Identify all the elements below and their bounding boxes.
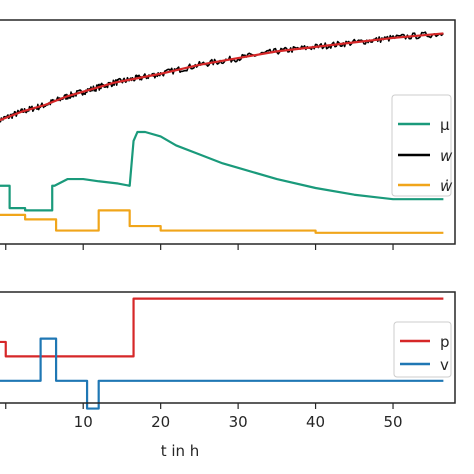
x-axis-label: t in h — [161, 442, 200, 460]
x-tick-label: 30 — [229, 413, 248, 431]
bottom-legend: p v — [393, 321, 452, 378]
legend-label-wdot: ẇ — [440, 177, 453, 195]
top-axes-frame — [0, 19, 456, 245]
series-line-bottom-0 — [0, 297, 444, 358]
x-tick-label: 10 — [74, 413, 93, 431]
legend-label-w: w — [440, 147, 453, 165]
x-tick-label: 20 — [151, 413, 170, 431]
top-legend-box — [391, 94, 452, 197]
x-tick-label: 50 — [383, 413, 402, 431]
series-line-top-2 — [0, 32, 444, 122]
bottom-series-group — [0, 297, 444, 410]
series-line-bottom-1 — [0, 337, 444, 410]
bottom-axes-frame — [0, 291, 456, 404]
bottom-x-ticks: 10 20 30 40 50 — [5, 403, 403, 431]
series-line-top-0 — [0, 130, 444, 212]
legend-label-v: v — [440, 356, 449, 374]
top-axes: μ w ẇ — [0, 19, 456, 250]
legend-label-mu: μ — [440, 116, 450, 134]
legend-label-p: p — [440, 333, 450, 351]
top-x-ticks — [5, 244, 394, 250]
series-line-top-3 — [0, 209, 444, 234]
bottom-axes: p v 10 20 30 40 50 t in h — [0, 291, 456, 460]
x-tick-label: 40 — [306, 413, 325, 431]
top-legend: μ w ẇ — [391, 94, 453, 197]
top-series-group — [0, 31, 444, 234]
